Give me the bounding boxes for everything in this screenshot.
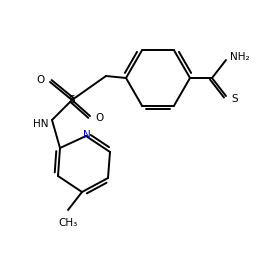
Text: O: O xyxy=(95,113,103,123)
Text: CH₃: CH₃ xyxy=(58,218,78,228)
Text: N: N xyxy=(83,130,91,140)
Text: S: S xyxy=(231,94,238,104)
Text: NH₂: NH₂ xyxy=(230,52,250,62)
Text: O: O xyxy=(37,75,45,85)
Text: S: S xyxy=(69,95,75,105)
Text: HN: HN xyxy=(32,119,48,129)
